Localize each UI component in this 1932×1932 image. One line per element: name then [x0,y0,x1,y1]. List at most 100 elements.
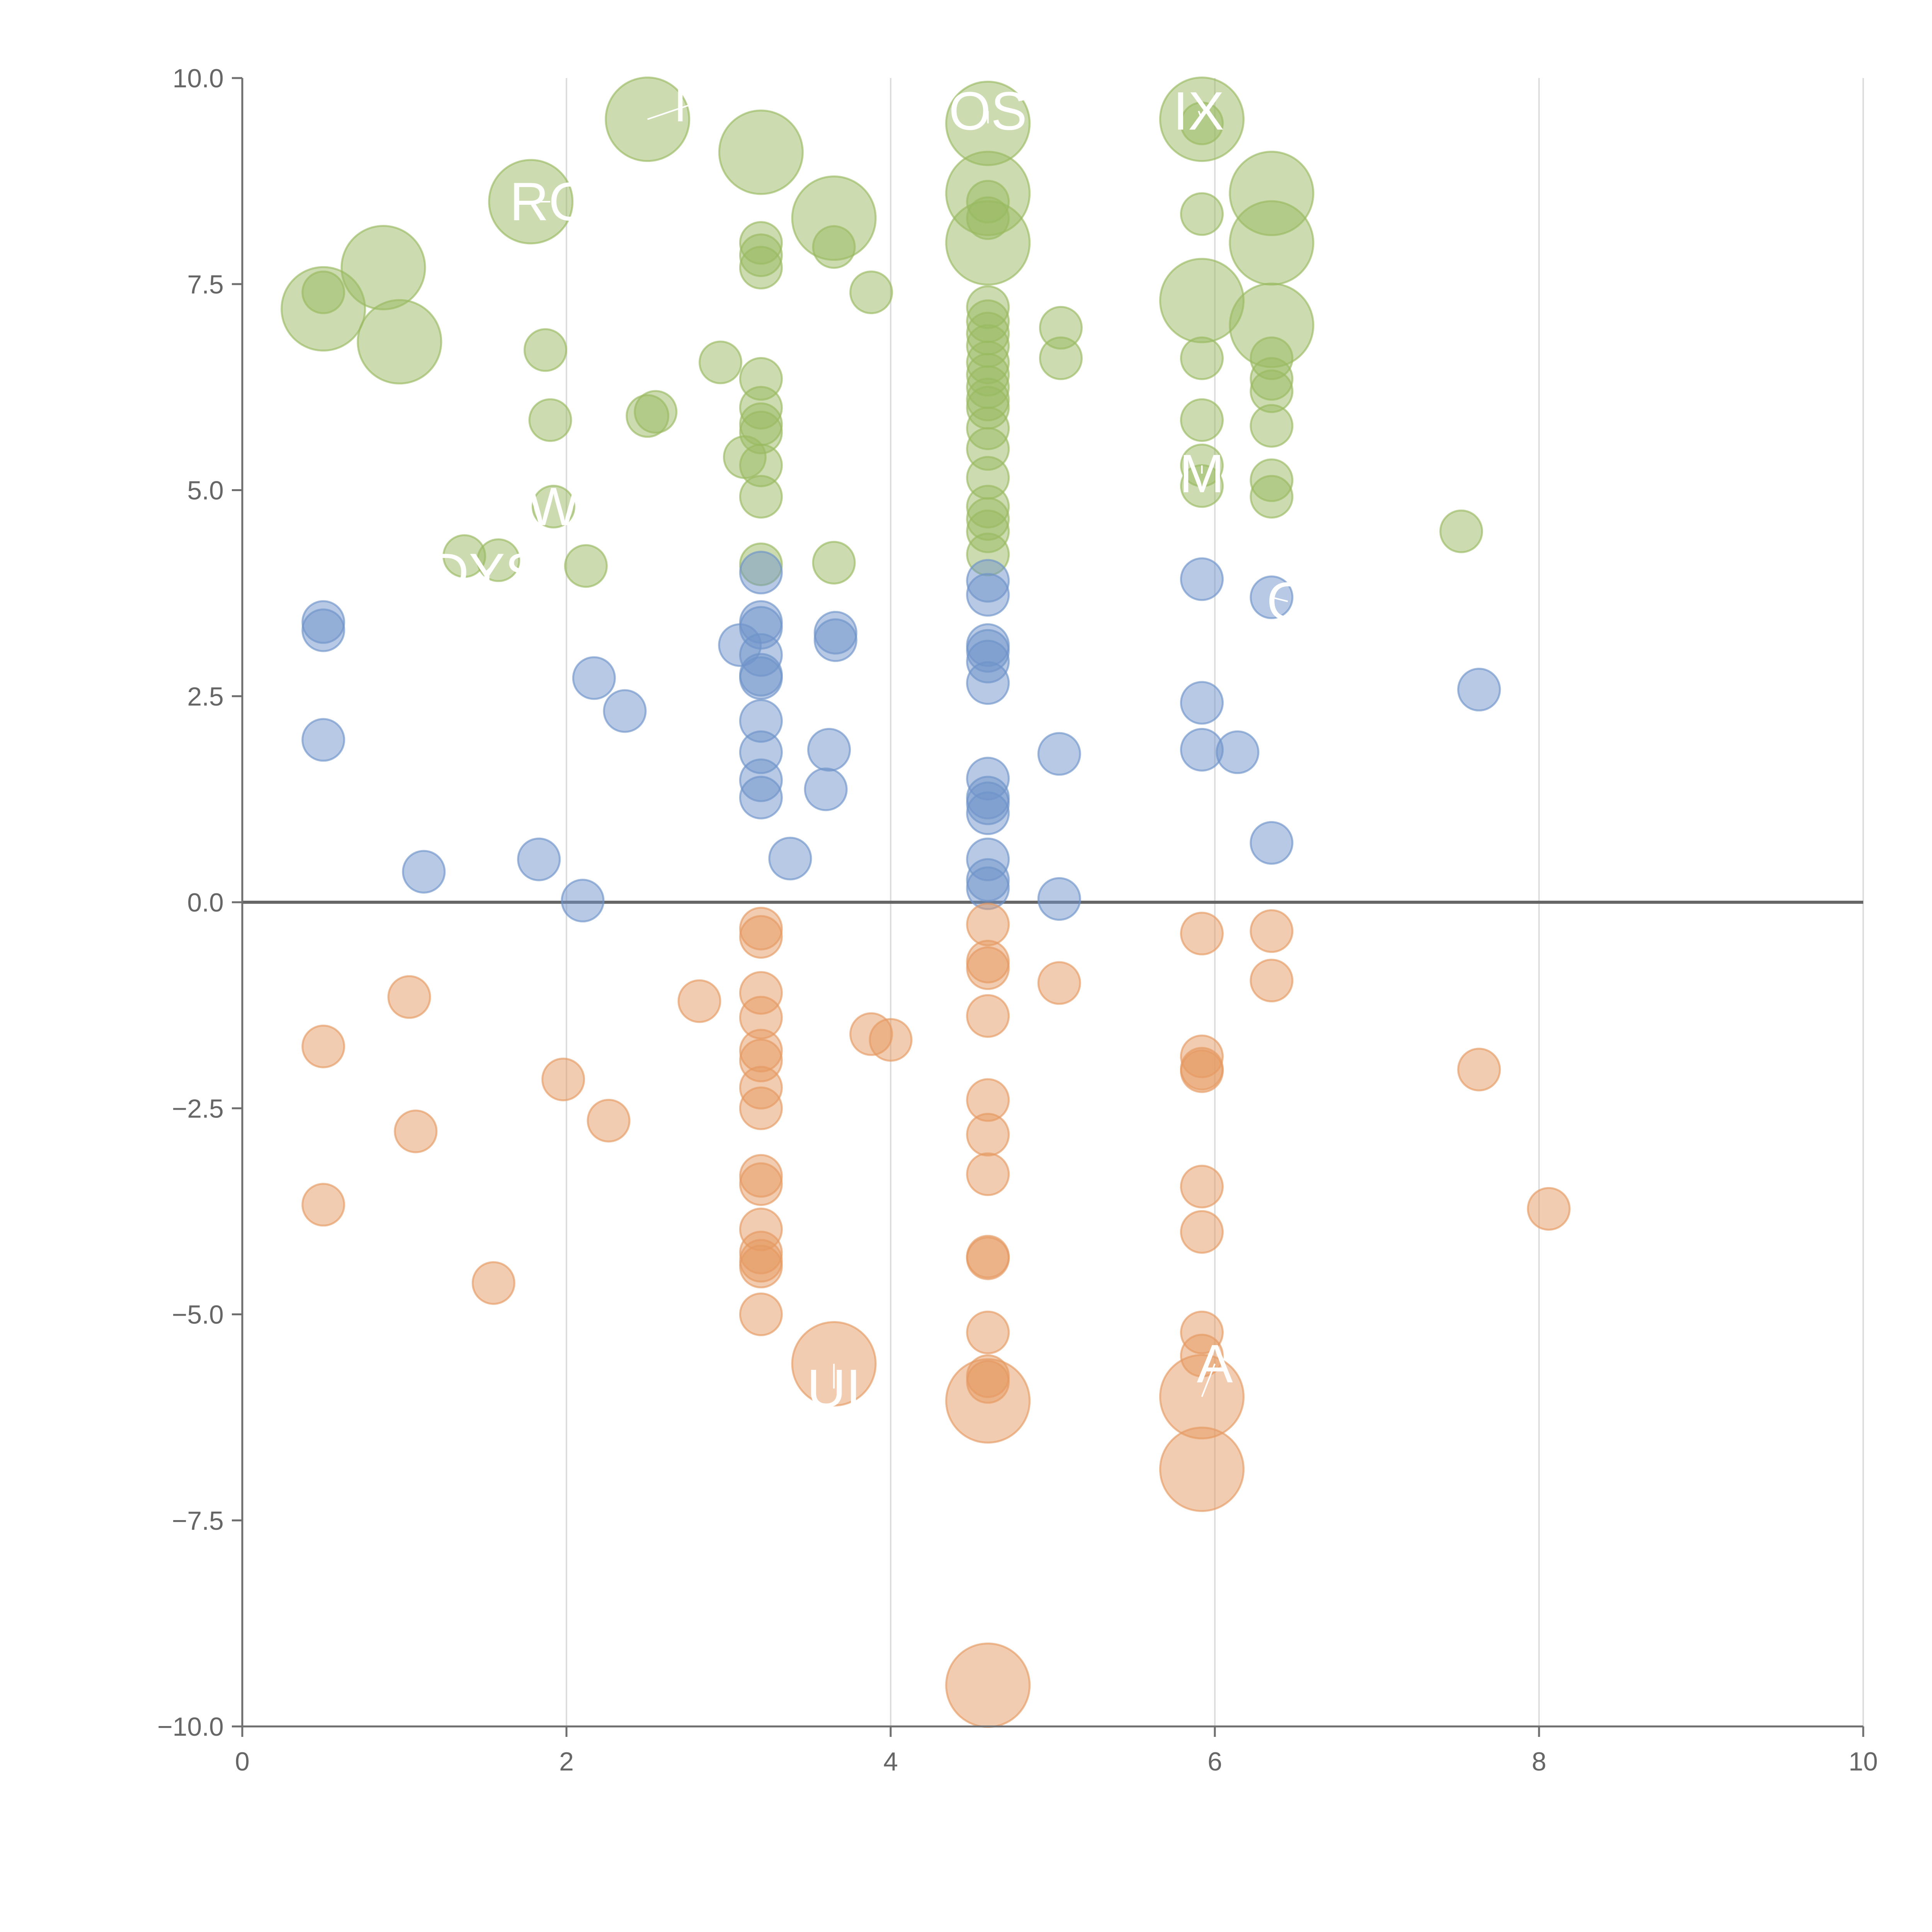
data-point [739,1245,783,1289]
bubble-label: OS [949,80,1027,141]
data-point [561,879,605,923]
data-point [1039,336,1083,380]
data-point [1527,1187,1571,1231]
y-tick-label: 0.0 [187,888,224,917]
data-point [1250,959,1294,1003]
data-point [966,791,1010,835]
data-point [357,299,442,385]
data-point [945,1642,1031,1728]
data-point [471,1261,515,1305]
data-point [966,661,1010,705]
data-point [1250,821,1294,865]
data-point [1180,101,1224,145]
bubble-label: A [1197,1333,1233,1394]
data-point [966,1113,1010,1157]
data-point [966,573,1010,617]
y-tick-label: −2.5 [172,1094,224,1123]
data-point [699,340,743,384]
bubble-label: W [528,476,579,537]
data-point [531,485,575,529]
data-point [1229,200,1315,286]
data-point [1439,509,1483,553]
data-point [812,541,856,585]
data-point [1037,877,1081,921]
data-point [1180,681,1224,725]
data-point [1180,192,1224,236]
y-tick-label: 5.0 [187,476,224,505]
data-point [301,270,345,315]
y-tick-label: −10.0 [157,1712,224,1742]
data-point [1180,1210,1224,1254]
data-point [523,328,567,372]
x-tick-label: 0 [235,1747,250,1776]
x-tick-label: 10 [1849,1747,1878,1776]
data-point [739,1162,783,1206]
data-point [587,1099,631,1143]
y-tick-label: −7.5 [172,1506,224,1536]
data-point [340,225,426,311]
data-point [813,618,857,662]
data-point [739,776,783,820]
data-point [528,398,572,442]
data-point [394,1109,438,1153]
data-point [966,1310,1010,1354]
data-point [677,979,721,1023]
data-point [807,728,851,772]
bubble-label: UI [807,1358,861,1418]
data-point [301,1183,345,1227]
data-point [739,656,783,700]
data-point [1180,912,1224,956]
data-point [718,109,804,195]
data-point [1457,1048,1501,1092]
data-point [1180,464,1224,508]
data-point [301,718,345,762]
data-point [1180,398,1224,442]
data-point [1180,1165,1224,1209]
data-point [739,1293,783,1336]
data-point [849,270,893,315]
bubble-label: O [1267,571,1309,631]
data-point [301,608,345,652]
data-point [402,850,446,894]
x-tick-label: 4 [883,1747,898,1776]
data-point [603,689,647,733]
data-point [1180,336,1224,380]
label-leader-line [1201,1363,1216,1397]
bubble-label: RO [510,171,591,232]
data-point [301,1024,345,1068]
y-tick-label: 7.5 [187,270,224,299]
bubble-label: M [1179,443,1225,504]
label-leader-line [485,560,499,573]
bubble-label: M [673,72,719,133]
x-tick-label: 2 [559,1747,574,1776]
data-point [804,767,848,811]
data-point [966,903,1010,947]
data-point [768,837,812,881]
data-point [1037,732,1081,776]
data-point [739,551,783,595]
data-point [739,915,783,959]
data-point [1037,961,1081,1005]
data-point [1180,557,1224,601]
axis-layer: 10.0 7.5 5.0 2.5 0.0 −2.5 −5.0 −7.5 −10.0 0 2 4 6 8 10 [157,64,1878,1776]
y-tick-label: −5.0 [172,1300,224,1330]
data-point [572,656,616,700]
data-point [1250,909,1294,953]
data-point [869,1018,913,1062]
data-point [517,837,561,881]
data-point [634,390,678,434]
data-point [966,946,1010,990]
data-point [1180,1049,1224,1093]
data-point [739,246,783,290]
x-tick-label: 6 [1208,1747,1222,1776]
data-point [739,475,783,519]
label-leader-line [1198,111,1203,120]
data-point [564,544,608,588]
data-point [945,1358,1031,1444]
bubble-label: DYS [430,542,541,603]
data-point [812,225,856,269]
bubble-label: IX [1173,80,1224,141]
